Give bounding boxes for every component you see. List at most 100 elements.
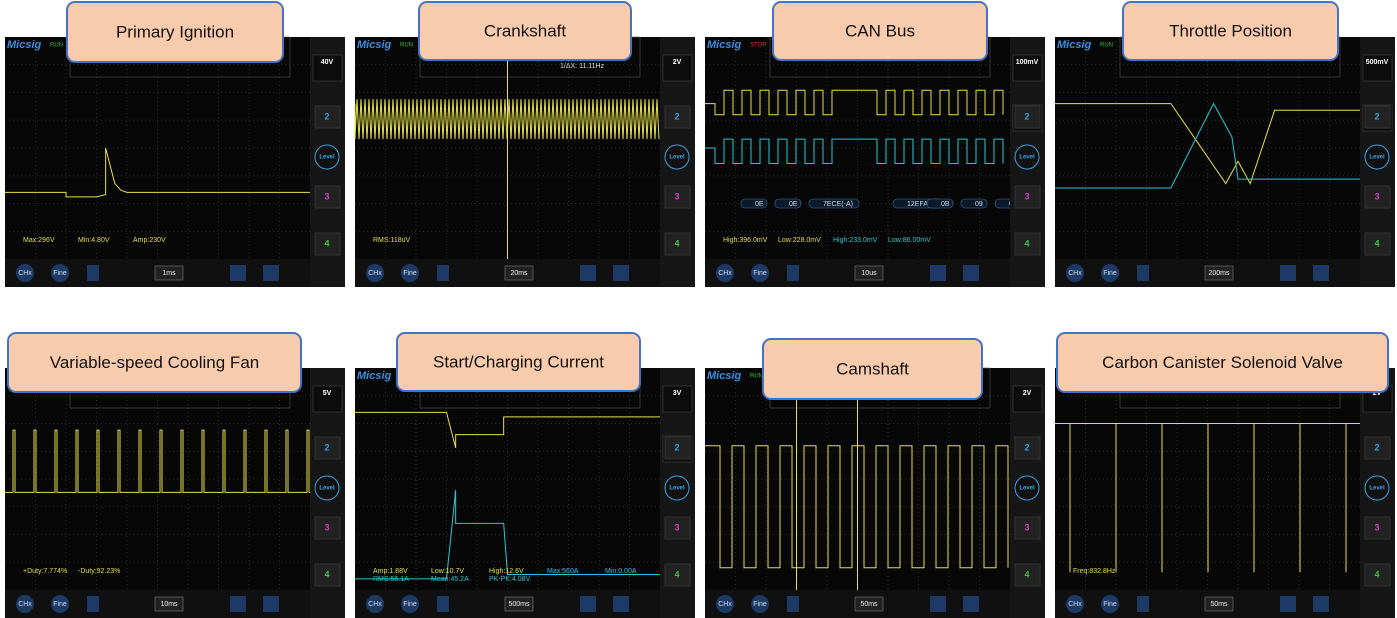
screen [705, 37, 1045, 287]
button-label: Level [319, 155, 335, 161]
channel-button[interactable] [1014, 105, 1041, 129]
nav-button[interactable] [1280, 265, 1296, 281]
button-label: 2 [674, 442, 679, 452]
channel-button[interactable] [1364, 105, 1391, 129]
channel-button[interactable] [664, 105, 691, 129]
toolbar-button[interactable] [751, 595, 769, 613]
channel-button[interactable] [1364, 232, 1391, 256]
toolbar-button[interactable] [51, 595, 69, 613]
toolbar-button[interactable] [401, 595, 419, 613]
level-button[interactable] [1364, 475, 1390, 501]
timebase-box[interactable] [1204, 596, 1234, 612]
nav-button[interactable] [1313, 596, 1329, 612]
channel-button[interactable] [1014, 436, 1041, 460]
nav-button[interactable] [1137, 265, 1149, 281]
timebase: 20ms [510, 270, 528, 277]
timebase-box[interactable] [854, 596, 884, 612]
level-button[interactable] [664, 475, 690, 501]
toolbar-button[interactable] [16, 264, 34, 282]
channel-button[interactable] [664, 232, 691, 256]
channel-button[interactable] [1364, 563, 1391, 587]
toolbar-button[interactable] [716, 595, 734, 613]
measurement: +Duty:7.774% [23, 568, 67, 575]
nav-button[interactable] [787, 265, 799, 281]
nav-button[interactable] [87, 596, 99, 612]
channel-button[interactable] [1014, 232, 1041, 256]
timebase: 50ms [1210, 601, 1228, 608]
nav-button[interactable] [580, 596, 596, 612]
timebase-box[interactable] [854, 265, 884, 281]
panel-label: Primary Ignition [116, 22, 234, 41]
nav-button[interactable] [1313, 265, 1329, 281]
nav-button[interactable] [930, 265, 946, 281]
level-button[interactable] [314, 475, 340, 501]
level-button[interactable] [314, 144, 340, 170]
toolbar-button[interactable] [751, 264, 769, 282]
toolbar-button[interactable] [1066, 595, 1084, 613]
toolbar-button[interactable] [1066, 264, 1084, 282]
channel-button[interactable] [1014, 516, 1041, 540]
channel-button[interactable] [314, 232, 341, 256]
nav-button[interactable] [613, 265, 629, 281]
timebase-box[interactable] [504, 596, 534, 612]
timebase-box[interactable] [1204, 265, 1234, 281]
toolbar-button[interactable] [366, 595, 384, 613]
level-button[interactable] [664, 144, 690, 170]
panel-label: Start/Charging Current [433, 352, 604, 371]
panel-label: CAN Bus [845, 21, 915, 40]
nav-button[interactable] [437, 596, 449, 612]
button-label: 2 [1024, 111, 1029, 121]
button-label: 2 [324, 111, 329, 121]
timebase-box[interactable] [504, 265, 534, 281]
nav-button[interactable] [87, 265, 99, 281]
timebase-box[interactable] [154, 596, 184, 612]
toolbar-button[interactable] [51, 264, 69, 282]
nav-button[interactable] [963, 596, 979, 612]
toolbar-button[interactable] [366, 264, 384, 282]
toolbar-label: CHx [718, 270, 732, 277]
scope-panel: MicsigRUN500mV500mV2Level34CHxFine200msT… [1055, 1, 1395, 287]
toolbar-button[interactable] [716, 264, 734, 282]
toolbar-button[interactable] [401, 264, 419, 282]
level-button[interactable] [1014, 144, 1040, 170]
measurement: Max:296V [23, 237, 55, 244]
channel-button[interactable] [314, 516, 341, 540]
channel-button[interactable] [314, 185, 341, 209]
channel-button[interactable] [1014, 563, 1041, 587]
nav-button[interactable] [230, 596, 246, 612]
channel-button[interactable] [664, 563, 691, 587]
nav-button[interactable] [963, 265, 979, 281]
channel-button[interactable] [1014, 185, 1041, 209]
nav-button[interactable] [437, 265, 449, 281]
measurement: Freq:832.8Hz [1073, 568, 1116, 575]
nav-button[interactable] [1280, 596, 1296, 612]
channel-button[interactable] [664, 436, 691, 460]
nav-button[interactable] [613, 596, 629, 612]
nav-button[interactable] [263, 265, 279, 281]
channel-button[interactable] [314, 105, 341, 129]
button-label: 2 [674, 111, 679, 121]
panel-label-box [66, 1, 284, 63]
timebase-box[interactable] [154, 265, 184, 281]
toolbar-button[interactable] [16, 595, 34, 613]
channel-button[interactable] [314, 563, 341, 587]
channel-button[interactable] [664, 516, 691, 540]
channel-button[interactable] [1364, 185, 1391, 209]
toolbar-button[interactable] [1101, 595, 1119, 613]
button-label: 2 [1374, 442, 1379, 452]
nav-button[interactable] [580, 265, 596, 281]
channel-button[interactable] [1364, 436, 1391, 460]
channel-button[interactable] [1364, 516, 1391, 540]
nav-button[interactable] [263, 596, 279, 612]
nav-button[interactable] [1137, 596, 1149, 612]
nav-button[interactable] [930, 596, 946, 612]
channel-button[interactable] [314, 436, 341, 460]
waveform [5, 147, 310, 198]
level-button[interactable] [1364, 144, 1390, 170]
channel-button[interactable] [664, 185, 691, 209]
toolbar-button[interactable] [1101, 264, 1119, 282]
nav-button[interactable] [230, 265, 246, 281]
nav-button[interactable] [787, 596, 799, 612]
level-button[interactable] [1014, 475, 1040, 501]
